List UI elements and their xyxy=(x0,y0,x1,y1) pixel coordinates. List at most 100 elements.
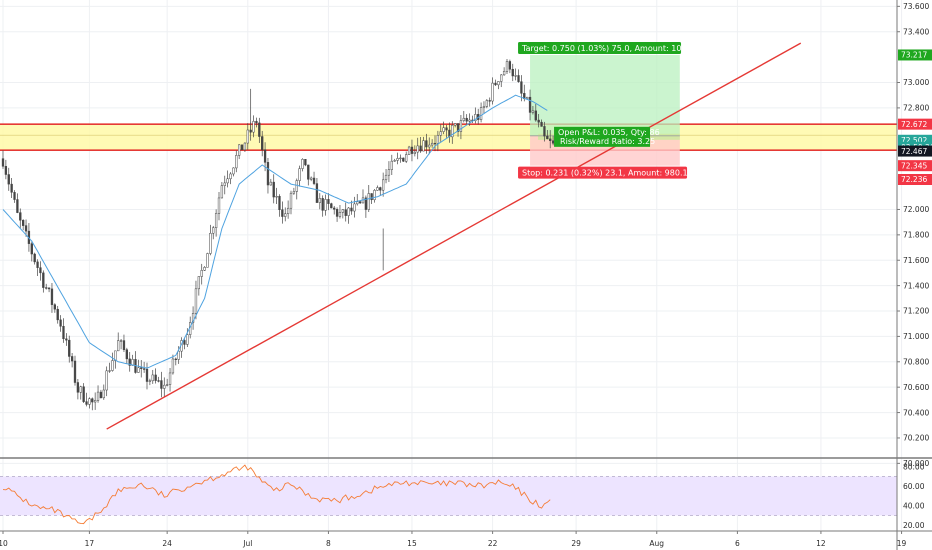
candle-body xyxy=(174,358,177,361)
candle-body xyxy=(442,127,445,132)
grid-lines xyxy=(0,0,903,530)
candle-body xyxy=(376,187,379,191)
target-label-box xyxy=(518,41,682,54)
candle-body xyxy=(53,304,56,310)
candle-body xyxy=(111,360,114,371)
price-tick-label: 72.800 xyxy=(903,104,929,113)
time-tick-label: 12 xyxy=(816,539,826,548)
candle-body xyxy=(335,209,339,217)
candle-body xyxy=(88,398,91,405)
candle-body xyxy=(160,380,163,389)
candle-body xyxy=(45,287,48,289)
price-tag-label: 72.502 xyxy=(901,136,927,145)
candle-body xyxy=(356,201,359,205)
long-position-tool xyxy=(530,54,680,166)
candle-body xyxy=(223,182,226,186)
candle-body xyxy=(494,82,497,86)
price-tag-label: 72.467 xyxy=(901,147,927,156)
candle-body xyxy=(142,368,146,370)
candle-body xyxy=(266,162,270,186)
target-zone xyxy=(530,54,680,136)
candle-body xyxy=(485,100,488,107)
time-axis: 10 17 24 Jul 8 15 22 29 Aug 6 12 19 xyxy=(0,531,907,548)
candle-body xyxy=(344,209,347,216)
candle-body xyxy=(393,160,396,162)
candle-body xyxy=(76,382,80,393)
candle-body xyxy=(217,197,221,214)
candle-body xyxy=(238,144,241,156)
candle-body xyxy=(85,401,88,405)
candle-body xyxy=(194,288,198,314)
candle-body xyxy=(407,146,411,155)
candle-body xyxy=(353,203,356,212)
candle-body xyxy=(549,138,552,141)
candle-body xyxy=(263,149,267,163)
candle-body xyxy=(526,96,529,100)
candle-body xyxy=(166,384,169,386)
candle-body xyxy=(16,199,19,213)
candle-body xyxy=(347,207,350,216)
price-tag-box xyxy=(898,118,932,130)
rsi-line xyxy=(2,464,551,525)
candle-body xyxy=(246,129,249,144)
candle-body xyxy=(413,151,416,154)
candle-body xyxy=(226,178,229,184)
price-tick-label: 71.400 xyxy=(903,281,929,290)
time-tick-label: 10 xyxy=(0,539,8,548)
candle-body xyxy=(191,313,195,323)
candle-body xyxy=(517,75,520,82)
candle-body xyxy=(154,374,157,381)
candle-body xyxy=(491,82,494,102)
candle-body xyxy=(171,358,175,374)
candle-body xyxy=(537,119,540,123)
candle-body xyxy=(258,122,261,137)
candlestick-series xyxy=(1,59,555,411)
candle-body xyxy=(341,209,344,213)
candle-body xyxy=(338,211,342,217)
price-tag-box xyxy=(898,145,932,157)
candle-body xyxy=(551,140,555,144)
candle-body xyxy=(324,199,327,211)
candle-body xyxy=(289,192,293,209)
candle-body xyxy=(367,193,370,210)
candle-body xyxy=(269,181,272,186)
candle-body xyxy=(327,199,330,204)
candle-body xyxy=(520,81,523,94)
candle-body xyxy=(70,356,74,362)
candle-body xyxy=(177,350,180,360)
candle-body xyxy=(105,370,108,391)
candle-body xyxy=(183,340,186,345)
candle-body xyxy=(318,198,321,203)
candle-body xyxy=(119,340,123,342)
candle-body xyxy=(454,123,457,126)
time-tick-label: 24 xyxy=(162,539,172,548)
candle-body xyxy=(281,209,284,217)
time-tick-label: 8 xyxy=(326,539,331,548)
candle-body xyxy=(292,191,296,194)
candle-body xyxy=(312,177,316,184)
candle-body xyxy=(278,196,281,210)
time-tick-label: 22 xyxy=(488,539,498,548)
candle-body xyxy=(252,121,255,133)
candle-body xyxy=(465,117,468,122)
candle-body xyxy=(396,158,399,161)
candle-body xyxy=(531,110,535,113)
price-tick-label: 70.400 xyxy=(903,408,929,417)
candle-body xyxy=(436,135,440,144)
price-tick-label: 71.000 xyxy=(903,332,929,341)
candle-body xyxy=(430,142,434,146)
candle-body xyxy=(387,169,391,176)
candle-body xyxy=(145,368,149,382)
candle-body xyxy=(488,100,491,102)
candle-body xyxy=(59,319,62,327)
candle-body xyxy=(220,185,224,199)
moving-average-line xyxy=(2,94,548,369)
price-tick-label: 73.000 xyxy=(903,78,929,87)
pl-label-box xyxy=(554,126,651,147)
candle-body xyxy=(508,61,512,70)
candle-body xyxy=(200,270,203,277)
candle-body xyxy=(514,75,517,77)
candle-body xyxy=(19,212,22,221)
candle-body xyxy=(91,398,94,403)
